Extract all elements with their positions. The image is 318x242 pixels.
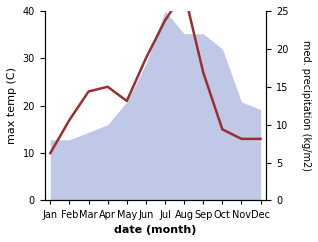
- Y-axis label: max temp (C): max temp (C): [7, 67, 17, 144]
- Y-axis label: med. precipitation (kg/m2): med. precipitation (kg/m2): [301, 40, 311, 171]
- X-axis label: date (month): date (month): [114, 225, 197, 235]
